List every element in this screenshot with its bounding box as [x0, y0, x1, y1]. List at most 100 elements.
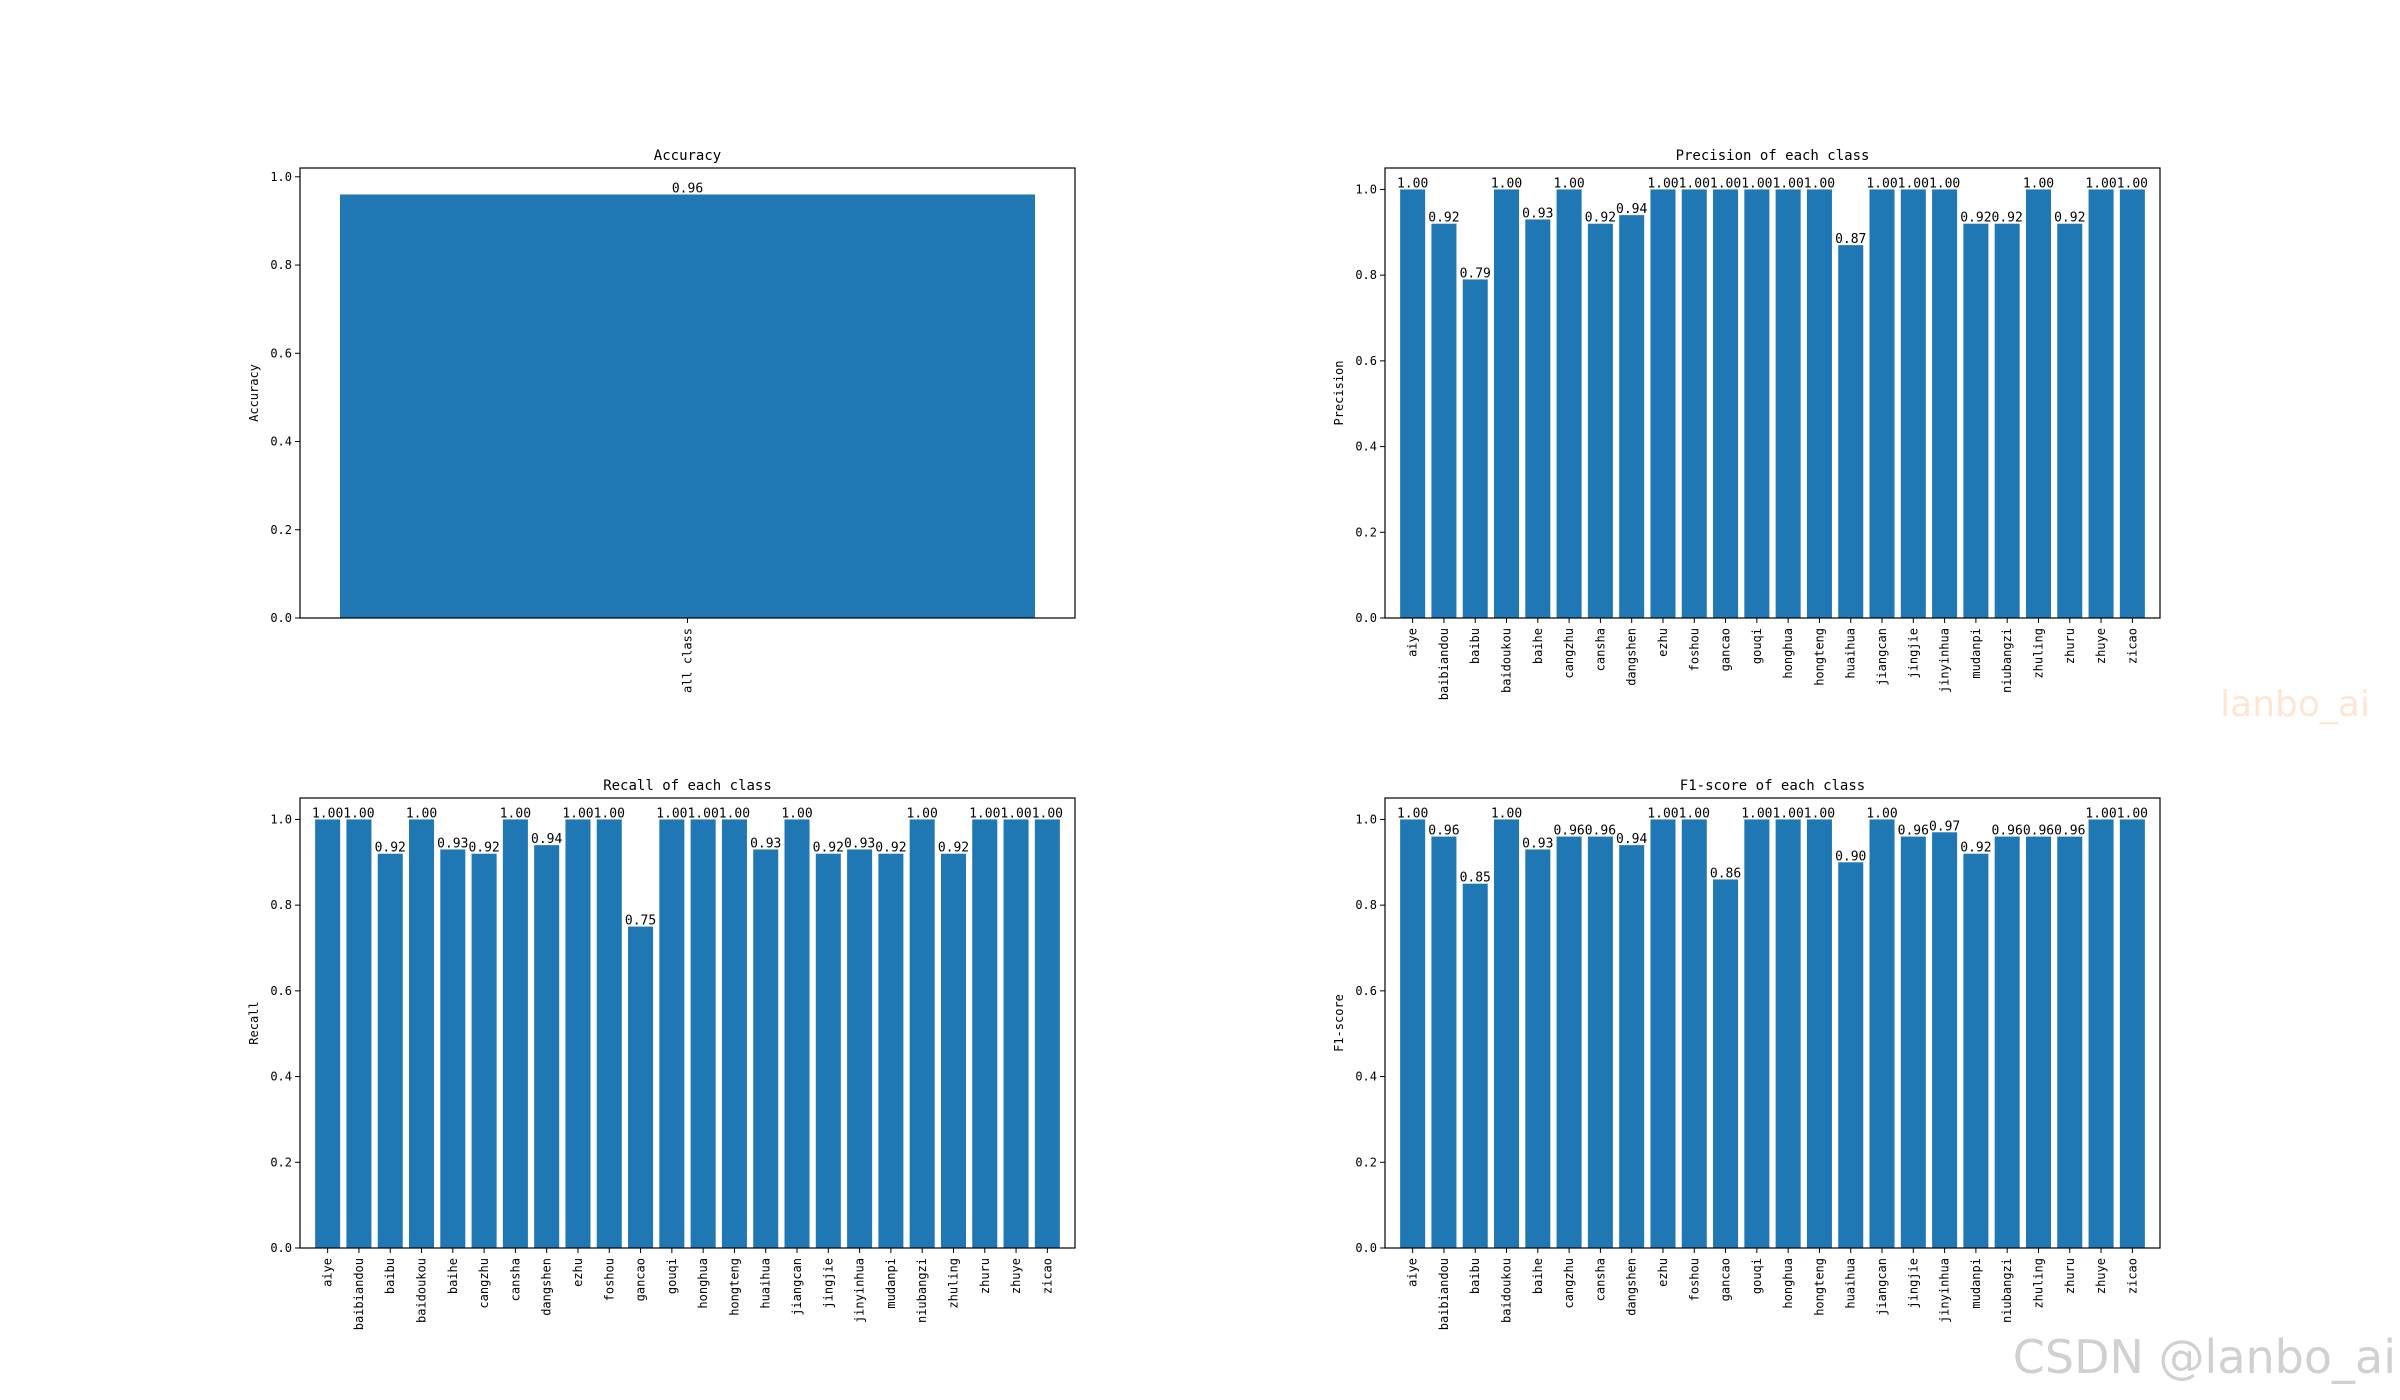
f1-xtick-label: jinyinhua [1938, 1258, 1952, 1323]
f1-bar-zhuling [2025, 836, 2051, 1248]
precision-xtick-label: zhuru [2063, 628, 2077, 664]
precision-value-label: 0.92 [1992, 211, 2023, 226]
f1-xtick-label: zhuye [2094, 1258, 2108, 1294]
recall-xtick-label: zicao [1040, 1258, 1054, 1294]
f1-value-label: 0.96 [1428, 824, 1459, 839]
f1-value-label: 1.00 [2085, 806, 2116, 821]
precision-value-label: 1.00 [1772, 176, 1803, 191]
recall-title: Recall of each class [603, 778, 772, 794]
recall-xtick-label: jinyinhua [853, 1258, 867, 1323]
precision-xtick-label: dangshen [1625, 628, 1639, 686]
recall-bar-niubangzi [909, 819, 935, 1248]
precision-ytick-label: 0.0 [1355, 611, 1377, 625]
f1-xtick-label: hongteng [1812, 1258, 1826, 1316]
precision-xtick-label: baihe [1531, 628, 1545, 664]
precision-ylabel: Precision [1332, 360, 1346, 425]
f1-bar-huaihua [1838, 862, 1864, 1248]
precision-xtick-label: niubangzi [2000, 628, 2014, 693]
accuracy-ytick-label: 0.0 [270, 611, 292, 625]
f1-xtick-label: gancao [1719, 1258, 1733, 1301]
precision-value-label: 0.93 [1522, 206, 1553, 221]
f1-xtick-label: mudanpi [1969, 1258, 1983, 1309]
f1-bar-baidoukou [1494, 819, 1520, 1248]
f1-value-label: 1.00 [1866, 806, 1897, 821]
precision-bar-mudanpi [1963, 223, 1989, 618]
recall-xtick-label: baidoukou [415, 1258, 429, 1323]
recall-bar-zhuling [940, 853, 966, 1248]
recall-xtick-label: gancao [634, 1258, 648, 1301]
f1-xtick-label: baibiandou [1437, 1258, 1451, 1330]
f1-xtick-label: huaihua [1844, 1258, 1858, 1309]
recall-ytick-label: 0.6 [270, 984, 292, 998]
precision-value-label: 0.87 [1835, 232, 1866, 247]
recall-value-label: 1.00 [312, 806, 343, 821]
precision-value-label: 1.00 [1741, 176, 1772, 191]
f1-value-label: 0.96 [1553, 824, 1584, 839]
precision-bar-foshou [1681, 189, 1707, 618]
accuracy-title: Accuracy [654, 148, 721, 164]
precision-ytick-label: 0.8 [1355, 268, 1377, 282]
precision-value-label: 1.00 [1553, 176, 1584, 191]
f1-value-label: 1.00 [1772, 806, 1803, 821]
accuracy-ylabel: Accuracy [247, 364, 261, 422]
recall-bar-mudanpi [878, 853, 904, 1248]
precision-title: Precision of each class [1676, 148, 1870, 164]
f1-value-label: 1.00 [1679, 806, 1710, 821]
f1-value-label: 1.00 [1741, 806, 1772, 821]
recall-xtick-label: zhuru [978, 1258, 992, 1294]
recall-xtick-label: aiye [321, 1258, 335, 1287]
recall-bar-baihe [440, 849, 466, 1248]
recall-value-label: 1.00 [781, 806, 812, 821]
precision-bar-baidoukou [1494, 189, 1520, 618]
precision-bar-jingjie [1900, 189, 1926, 618]
precision-xtick-label: hongteng [1812, 628, 1826, 686]
recall-bar-zicao [1034, 819, 1060, 1248]
precision-value-label: 1.00 [1929, 176, 1960, 191]
f1-xtick-label: zicao [2125, 1258, 2139, 1294]
precision-value-label: 0.92 [1428, 211, 1459, 226]
accuracy-value-label: 0.96 [672, 181, 703, 196]
f1-ytick-label: 0.6 [1355, 984, 1377, 998]
recall-value-label: 1.00 [594, 806, 625, 821]
recall-bar-ezhu [565, 819, 591, 1248]
recall-bar-cangzhu [471, 853, 497, 1248]
recall-xtick-label: baihe [446, 1258, 460, 1294]
f1-value-label: 0.96 [1585, 824, 1616, 839]
f1-bar-niubangzi [1994, 836, 2020, 1248]
accuracy-axes-frame [299, 167, 1076, 619]
precision-value-label: 1.00 [2117, 176, 2148, 191]
f1-value-label: 0.94 [1616, 832, 1647, 847]
recall-bar-baibu [377, 853, 403, 1248]
f1-xtick-label: baidoukou [1500, 1258, 1514, 1323]
f1-bar-baibiandou [1431, 836, 1457, 1248]
recall-xtick-label: cansha [508, 1258, 522, 1301]
f1-bar-ezhu [1650, 819, 1676, 1248]
recall-bar-zhuru [972, 819, 998, 1248]
precision-value-label: 1.00 [1804, 176, 1835, 191]
precision-bar-baihe [1525, 219, 1551, 618]
precision-bar-aiye [1400, 189, 1426, 618]
f1-ytick-label: 0.0 [1355, 1241, 1377, 1255]
recall-bar-jingjie [815, 853, 841, 1248]
recall-bar-baidoukou [409, 819, 435, 1248]
f1-value-label: 0.90 [1835, 849, 1866, 864]
f1-ylabel: F1-score [1332, 994, 1346, 1052]
recall-bar-gouqi [659, 819, 685, 1248]
precision-xtick-label: jingjie [1906, 628, 1920, 679]
precision-bar-gancao [1713, 189, 1739, 618]
recall-value-label: 1.00 [406, 806, 437, 821]
f1-value-label: 0.96 [1992, 824, 2023, 839]
accuracy-ytick-label: 0.6 [270, 346, 292, 360]
precision-bar-zhuye [2088, 189, 2114, 618]
f1-value-label: 0.92 [1960, 841, 1991, 856]
recall-bar-gancao [628, 926, 654, 1248]
precision-xtick-label: gancao [1719, 628, 1733, 671]
precision-bar-jiangcan [1869, 189, 1895, 618]
precision-ytick-label: 0.6 [1355, 354, 1377, 368]
recall-xtick-label: baibu [383, 1258, 397, 1294]
f1-xtick-label: honghua [1781, 1258, 1795, 1309]
precision-xtick-label: baibu [1468, 628, 1482, 664]
f1-ytick-label: 1.0 [1355, 812, 1377, 826]
precision-xtick-label: mudanpi [1969, 628, 1983, 679]
precision-value-label: 0.79 [1460, 266, 1491, 281]
